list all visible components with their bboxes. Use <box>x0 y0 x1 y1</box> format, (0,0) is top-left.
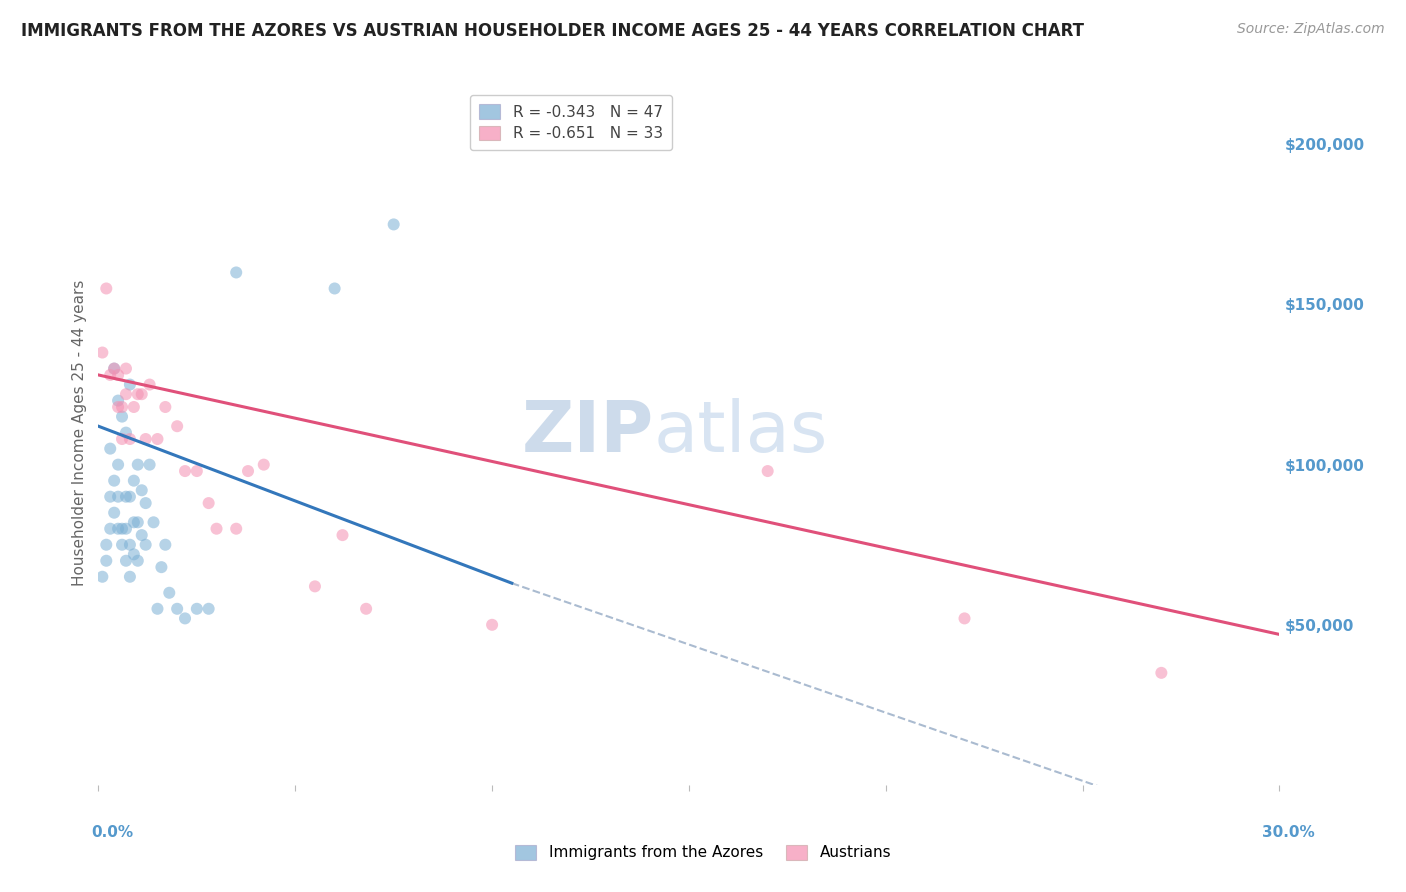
Point <box>135 496 157 510</box>
Point <box>186 601 208 615</box>
Point <box>103 506 125 520</box>
Point <box>155 538 177 552</box>
Point <box>155 400 177 414</box>
Point <box>107 393 129 408</box>
Point <box>122 474 145 488</box>
Point <box>103 474 125 488</box>
Point <box>382 218 405 232</box>
Point <box>157 586 180 600</box>
Point <box>118 538 141 552</box>
Point <box>186 464 208 478</box>
Point <box>146 601 169 615</box>
Point <box>98 442 121 456</box>
Point <box>174 611 197 625</box>
Point <box>118 377 141 392</box>
Point <box>138 377 160 392</box>
Point <box>107 522 129 536</box>
Legend: R = -0.343   N = 47, R = -0.651   N = 33: R = -0.343 N = 47, R = -0.651 N = 33 <box>470 95 672 151</box>
Point <box>111 409 134 424</box>
Point <box>118 432 141 446</box>
Point <box>96 554 118 568</box>
Text: Source: ZipAtlas.com: Source: ZipAtlas.com <box>1237 22 1385 37</box>
Y-axis label: Householder Income Ages 25 - 44 years: Householder Income Ages 25 - 44 years <box>72 279 87 586</box>
Legend: Immigrants from the Azores, Austrians: Immigrants from the Azores, Austrians <box>509 838 897 866</box>
Point <box>142 516 165 530</box>
Point <box>131 528 153 542</box>
Point <box>127 554 149 568</box>
Point <box>323 281 346 295</box>
Point <box>146 432 169 446</box>
Point <box>111 432 134 446</box>
Point <box>197 496 219 510</box>
Point <box>111 522 134 536</box>
Point <box>115 490 138 504</box>
Point <box>756 464 779 478</box>
Point <box>115 387 138 401</box>
Text: IMMIGRANTS FROM THE AZORES VS AUSTRIAN HOUSEHOLDER INCOME AGES 25 - 44 YEARS COR: IMMIGRANTS FROM THE AZORES VS AUSTRIAN H… <box>21 22 1084 40</box>
Point <box>127 458 149 472</box>
Point <box>91 345 114 359</box>
Point <box>174 464 197 478</box>
Point <box>354 601 377 615</box>
Point <box>122 516 145 530</box>
Point <box>127 387 149 401</box>
Point <box>107 400 129 414</box>
Text: atlas: atlas <box>654 398 828 467</box>
Point <box>115 522 138 536</box>
Text: ZIP: ZIP <box>522 398 654 467</box>
Point <box>96 281 118 295</box>
Point <box>135 538 157 552</box>
Point <box>205 522 228 536</box>
Point <box>481 617 503 632</box>
Point <box>122 400 145 414</box>
Point <box>98 522 121 536</box>
Point <box>91 570 114 584</box>
Point <box>103 361 125 376</box>
Point <box>166 601 188 615</box>
Point <box>131 483 153 498</box>
Point <box>166 419 188 434</box>
Point <box>122 547 145 561</box>
Point <box>111 400 134 414</box>
Point <box>107 458 129 472</box>
Point <box>138 458 160 472</box>
Point <box>332 528 354 542</box>
Point <box>131 387 153 401</box>
Point <box>96 538 118 552</box>
Point <box>197 601 219 615</box>
Point <box>98 368 121 382</box>
Point <box>115 425 138 440</box>
Point <box>236 464 259 478</box>
Point <box>98 490 121 504</box>
Point <box>150 560 173 574</box>
Point <box>225 265 247 279</box>
Point <box>115 554 138 568</box>
Point <box>107 368 129 382</box>
Point <box>115 361 138 376</box>
Point <box>135 432 157 446</box>
Point <box>118 570 141 584</box>
Point <box>103 361 125 376</box>
Point <box>127 516 149 530</box>
Point <box>304 579 326 593</box>
Point <box>953 611 976 625</box>
Point <box>1150 665 1173 680</box>
Point <box>107 490 129 504</box>
Point <box>225 522 247 536</box>
Point <box>253 458 276 472</box>
Text: 0.0%: 0.0% <box>91 825 134 840</box>
Text: 30.0%: 30.0% <box>1261 825 1315 840</box>
Point <box>111 538 134 552</box>
Point <box>118 490 141 504</box>
